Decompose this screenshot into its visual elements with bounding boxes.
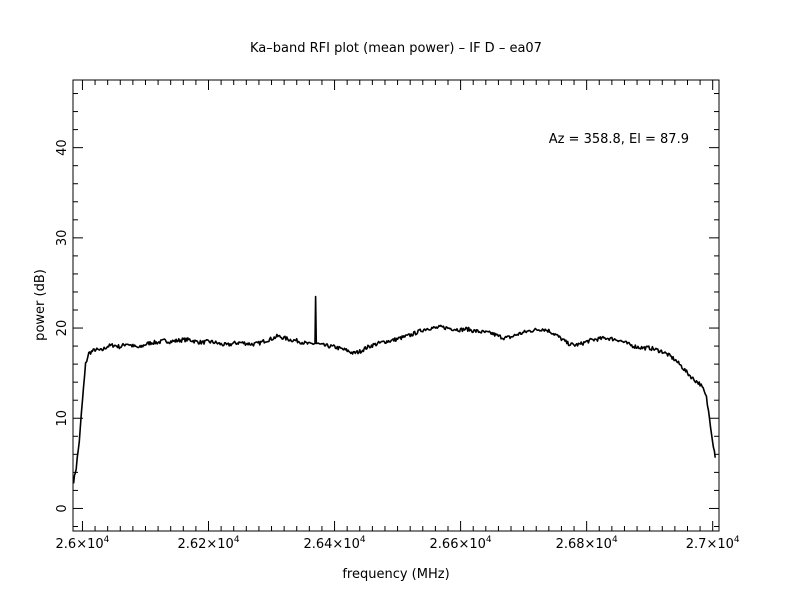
x-tick-label: 2.66×104	[430, 535, 492, 552]
axis-ticks	[73, 80, 719, 531]
x-tick-mantissa: 2.7×10	[686, 537, 734, 552]
chart-title: Ka–band RFI plot (mean power) – IF D – e…	[250, 41, 542, 56]
x-tick-label: 2.64×104	[303, 535, 365, 552]
y-tick-label: 0	[55, 504, 70, 512]
x-tick-exponent: 4	[734, 535, 740, 545]
x-axis-label: frequency (MHz)	[342, 567, 449, 582]
x-tick-exponent: 4	[360, 535, 366, 545]
y-tick-label: 40	[55, 139, 70, 156]
x-tick-mantissa: 2.66×10	[430, 537, 486, 552]
x-tick-labels: 2.6×104 2.62×104 2.64×104 2.66×104 2.68×104 2…	[56, 535, 740, 552]
y-tick-labels: 0 10 20 30 40	[55, 139, 70, 512]
x-tick-label: 2.7×104	[686, 535, 740, 552]
x-tick-mantissa: 2.68×10	[556, 537, 612, 552]
x-tick-exponent: 4	[104, 535, 110, 545]
x-tick-mantissa: 2.6×10	[56, 537, 104, 552]
x-tick-label: 2.68×104	[556, 535, 618, 552]
plot-frame	[72, 79, 720, 532]
az-el-annotation: Az = 358.8, El = 87.9	[549, 132, 689, 147]
y-tick-label: 20	[55, 320, 70, 337]
x-tick-label: 2.62×104	[177, 535, 239, 552]
x-tick-exponent: 4	[234, 535, 240, 545]
power-spectrum-line	[72, 295, 716, 484]
x-tick-exponent: 4	[486, 535, 492, 545]
x-tick-mantissa: 2.62×10	[177, 537, 233, 552]
y-axis-label: power (dB)	[33, 269, 48, 341]
y-tick-label: 10	[55, 410, 70, 427]
y-tick-label: 30	[55, 230, 70, 247]
x-tick-exponent: 4	[612, 535, 618, 545]
x-tick-label: 2.6×104	[56, 535, 110, 552]
x-tick-mantissa: 2.64×10	[303, 537, 359, 552]
